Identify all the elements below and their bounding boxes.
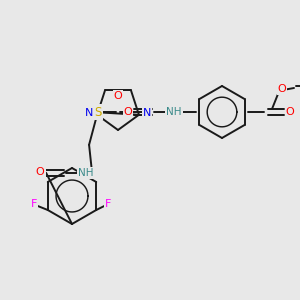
Text: O: O bbox=[114, 91, 122, 101]
Text: O: O bbox=[286, 107, 294, 117]
Text: F: F bbox=[105, 199, 111, 209]
Text: N: N bbox=[85, 108, 93, 118]
Text: O: O bbox=[124, 107, 132, 117]
Text: O: O bbox=[36, 167, 44, 177]
Text: S: S bbox=[94, 106, 102, 118]
Text: NH: NH bbox=[78, 168, 94, 178]
Text: NH: NH bbox=[166, 107, 182, 117]
Text: N: N bbox=[143, 108, 151, 118]
Text: F: F bbox=[31, 199, 37, 209]
Text: O: O bbox=[278, 84, 286, 94]
